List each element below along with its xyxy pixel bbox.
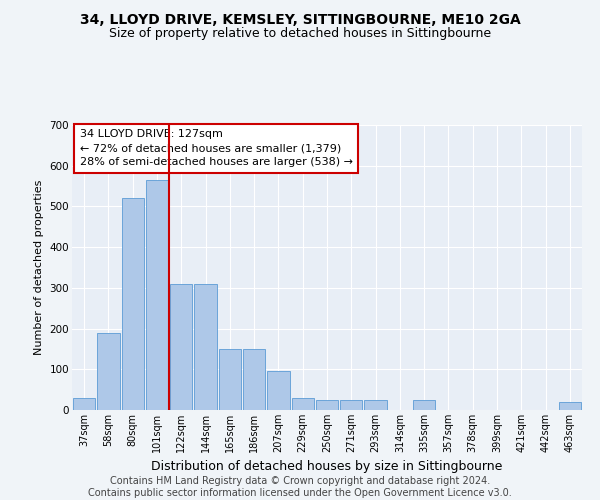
Bar bbox=[122, 198, 144, 410]
Bar bbox=[97, 332, 119, 410]
Bar bbox=[243, 349, 265, 410]
Bar bbox=[170, 284, 193, 410]
Text: Contains HM Land Registry data © Crown copyright and database right 2024.
Contai: Contains HM Land Registry data © Crown c… bbox=[88, 476, 512, 498]
Bar bbox=[413, 400, 436, 410]
Bar bbox=[73, 398, 95, 410]
Bar bbox=[340, 400, 362, 410]
Bar bbox=[316, 400, 338, 410]
Bar bbox=[146, 180, 168, 410]
Bar bbox=[364, 400, 387, 410]
Bar bbox=[218, 349, 241, 410]
X-axis label: Distribution of detached houses by size in Sittingbourne: Distribution of detached houses by size … bbox=[151, 460, 503, 473]
Bar bbox=[559, 402, 581, 410]
Bar bbox=[194, 284, 217, 410]
Bar bbox=[292, 398, 314, 410]
Text: Size of property relative to detached houses in Sittingbourne: Size of property relative to detached ho… bbox=[109, 28, 491, 40]
Y-axis label: Number of detached properties: Number of detached properties bbox=[34, 180, 44, 355]
Text: 34 LLOYD DRIVE: 127sqm
← 72% of detached houses are smaller (1,379)
28% of semi-: 34 LLOYD DRIVE: 127sqm ← 72% of detached… bbox=[80, 130, 353, 168]
Text: 34, LLOYD DRIVE, KEMSLEY, SITTINGBOURNE, ME10 2GA: 34, LLOYD DRIVE, KEMSLEY, SITTINGBOURNE,… bbox=[80, 12, 520, 26]
Bar bbox=[267, 372, 290, 410]
